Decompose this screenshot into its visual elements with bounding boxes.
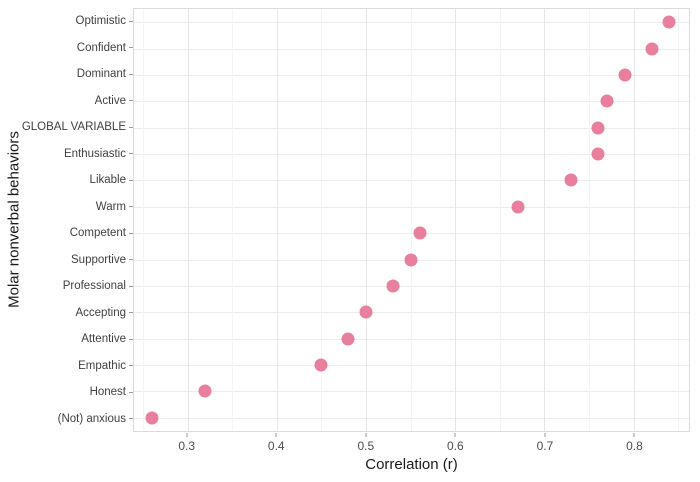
y-tick-mark	[129, 153, 133, 155]
data-point-dot	[511, 200, 525, 214]
data-point-dot	[662, 15, 676, 29]
category-label: Honest	[89, 386, 126, 399]
data-point-dot	[198, 384, 212, 398]
y-tick-mark	[129, 126, 133, 128]
category-label: Empathic	[78, 359, 126, 372]
x-tick-label: 0.5	[357, 439, 375, 453]
vertical-gridline	[276, 9, 278, 431]
data-point-dot	[341, 332, 355, 346]
data-point-dot	[314, 358, 328, 372]
y-tick-mark	[129, 259, 133, 261]
x-tick-mark	[633, 433, 635, 437]
y-tick-mark	[129, 312, 133, 314]
category-label: Competent	[69, 227, 126, 240]
data-point-dot	[359, 305, 373, 319]
category-label: Attentive	[81, 333, 126, 346]
data-point-dot	[645, 42, 659, 56]
y-tick-mark	[129, 232, 133, 234]
minor-vertical-gridline	[678, 9, 680, 431]
x-tick-label: 0.6	[447, 439, 464, 453]
y-tick-mark	[129, 20, 133, 22]
x-tick-mark	[365, 433, 367, 437]
category-label: Enthusiastic	[63, 147, 126, 160]
minor-vertical-gridline	[142, 9, 144, 431]
y-tick-mark	[129, 100, 133, 102]
minor-vertical-gridline	[232, 9, 234, 431]
category-label: GLOBAL VARIABLE	[21, 121, 126, 134]
y-tick-mark	[129, 365, 133, 367]
data-point-dot	[386, 279, 400, 293]
category-label: Supportive	[71, 253, 126, 266]
y-tick-mark	[129, 73, 133, 75]
data-point-dot	[145, 411, 159, 425]
plot-panel	[133, 8, 690, 432]
category-label: Likable	[89, 174, 126, 187]
y-tick-mark	[129, 206, 133, 208]
vertical-gridline	[455, 9, 457, 431]
minor-vertical-gridline	[410, 9, 412, 431]
data-point-dot	[564, 173, 578, 187]
data-point-dot	[413, 226, 427, 240]
category-label: Dominant	[76, 68, 126, 81]
x-tick-label: 0.7	[536, 439, 554, 453]
y-tick-mark	[129, 285, 133, 287]
data-point-dot	[591, 147, 605, 161]
data-point-dot	[591, 121, 605, 135]
y-tick-mark	[129, 418, 133, 420]
category-label: Professional	[62, 280, 126, 293]
category-label: Active	[94, 94, 126, 107]
category-label: Confident	[76, 41, 126, 54]
x-tick-label: 0.8	[626, 439, 643, 453]
x-axis: 0.3 0.4 0.5 0.6 0.7 0.8	[133, 432, 690, 454]
x-axis-title: Correlation (r)	[365, 456, 458, 473]
data-point-dot	[600, 94, 614, 108]
category-label: Accepting	[75, 306, 126, 319]
vertical-gridline	[187, 9, 189, 431]
y-tick-mark	[129, 338, 133, 340]
y-tick-mark	[129, 179, 133, 181]
vertical-gridline	[544, 9, 546, 431]
x-tick-mark	[544, 433, 546, 437]
minor-vertical-gridline	[589, 9, 591, 431]
x-tick-mark	[186, 433, 188, 437]
minor-vertical-gridline	[321, 9, 323, 431]
y-axis-labels: Optimistic Confident Dominant Active GLOBAL …	[0, 8, 126, 432]
x-tick-label: 0.3	[178, 439, 196, 453]
vertical-gridline	[365, 9, 367, 431]
y-tick-mark	[129, 47, 133, 49]
x-tick-label: 0.4	[267, 439, 285, 453]
category-label: Optimistic	[75, 15, 126, 28]
category-label: Warm	[95, 200, 126, 213]
x-tick-mark	[454, 433, 456, 437]
y-tick-mark	[129, 391, 133, 393]
x-tick-mark	[275, 433, 277, 437]
category-label: (Not) anxious	[57, 412, 126, 425]
vertical-gridline	[633, 9, 635, 431]
data-point-dot	[404, 253, 418, 267]
data-point-dot	[618, 68, 632, 82]
y-axis-ticks	[129, 8, 133, 432]
minor-vertical-gridline	[499, 9, 501, 431]
